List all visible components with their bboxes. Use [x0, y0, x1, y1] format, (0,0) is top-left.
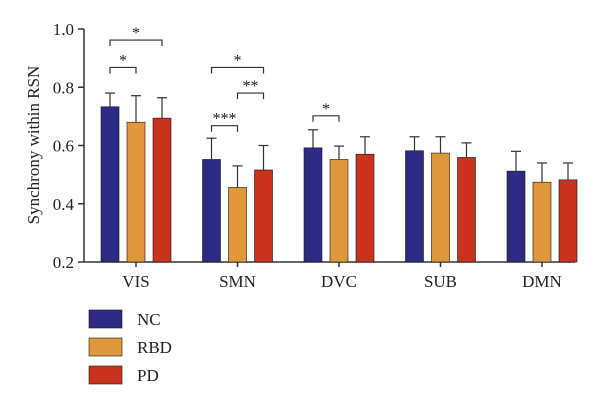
- legend-label-rbd: RBD: [137, 338, 172, 357]
- bar-nc-sub: [405, 150, 424, 263]
- bar-pd-smn: [254, 169, 273, 263]
- significance-label: ***: [213, 111, 237, 128]
- legend-label-pd: PD: [137, 366, 159, 385]
- bar-nc-dmn: [506, 170, 526, 263]
- legend-label-nc: NC: [137, 310, 161, 329]
- legend-swatch-pd: [88, 365, 123, 385]
- x-tick-label-sub: SUB: [424, 272, 457, 291]
- x-tick-label-dvc: DVC: [321, 272, 357, 291]
- x-tick-label-vis: VIS: [122, 272, 149, 291]
- bar-nc-vis: [100, 106, 120, 263]
- significance-label: *: [234, 52, 242, 69]
- bar-rbd-vis: [126, 121, 146, 263]
- bar-pd-sub: [457, 157, 476, 263]
- bar-rbd-dmn: [532, 181, 552, 263]
- x-tick-label-smn: SMN: [219, 272, 256, 291]
- x-axis: VIS SMN DVC SUB DMN: [84, 261, 575, 291]
- bar-pd-dmn: [558, 179, 578, 263]
- y-tick-label: 0.2: [53, 253, 74, 272]
- significance-label: **: [243, 78, 259, 95]
- y-tick-label: 1.0: [53, 20, 74, 39]
- bar-rbd-dvc: [329, 159, 349, 263]
- bars: [100, 106, 578, 263]
- bar-nc-dvc: [303, 147, 323, 263]
- significance-label: *: [119, 52, 127, 69]
- x-tick-label-dmn: DMN: [522, 272, 562, 291]
- bar-rbd-sub: [431, 152, 450, 263]
- y-tick-label: 0.6: [53, 137, 74, 156]
- y-tick-label: 0.8: [53, 78, 74, 97]
- legend: NC RBD PD: [88, 309, 172, 385]
- significance-brackets: *********: [109, 25, 340, 132]
- significance-label: *: [132, 25, 140, 42]
- error-bars: [105, 92, 573, 188]
- y-tick-label: 0.4: [53, 195, 75, 214]
- significance-bracket: [210, 125, 239, 132]
- y-axis-label: Synchrony within RSN: [24, 66, 43, 225]
- significance-bracket: [312, 115, 340, 122]
- bar-nc-smn: [202, 159, 221, 263]
- significance-bracket: [210, 66, 265, 74]
- bar-rbd-smn: [228, 187, 247, 263]
- significance-bracket: [109, 66, 137, 74]
- bar-pd-dvc: [355, 153, 375, 263]
- significance-bracket: [236, 92, 265, 100]
- significance-bracket: [109, 39, 163, 47]
- legend-swatch-rbd: [88, 337, 123, 357]
- significance-label: *: [322, 101, 330, 118]
- y-axis: 0.2 0.4 0.6 0.8 1.0: [53, 20, 85, 272]
- bar-pd-vis: [152, 117, 172, 263]
- legend-swatch-nc: [88, 309, 123, 329]
